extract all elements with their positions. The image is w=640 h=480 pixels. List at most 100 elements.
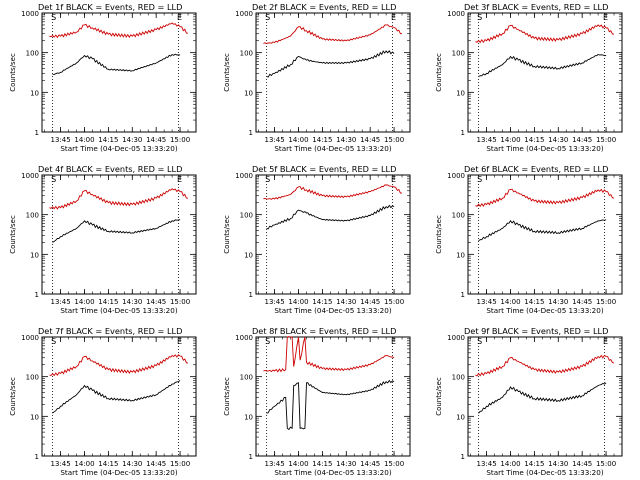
x-tick-label: 14:45 [572,460,592,468]
plot-frame [255,336,411,457]
y-tick-label: 10 [244,413,253,421]
start-marker-label: S [51,337,56,346]
chart-panel-2: Det 2f BLACK = Events, RED = LLD 1 10 100 10… [223,2,411,153]
y-axis-label: Counts/sec [223,215,231,254]
end-marker-label: E [177,175,182,184]
series-line-events [52,380,181,414]
y-tick-label: 10 [30,413,39,421]
series-line-events [52,53,181,76]
chart-panel-8: Det 8f BLACK = Events, RED = LLD 1 10 100 10… [223,326,411,477]
series-line-events [478,219,607,242]
start-marker-label: S [477,175,482,184]
series-line-lld [263,24,402,45]
x-axis-label: Start Time (04-Dec-05 13:33:20) [274,306,391,315]
chart-panel-5: Det 5f BLACK = Events, RED = LLD 1 10 100 10… [223,164,411,315]
x-tick-label: 15:00 [170,298,190,306]
x-axis-label: Start Time (04-Dec-05 13:33:20) [60,468,177,477]
x-tick-label: 14:15 [98,298,118,306]
chart-panel-3: Det 3f BLACK = Events, RED = LLD 1 10 100 10… [435,2,623,153]
chart-title: Det 1f BLACK = Events, RED = LLD [38,2,182,12]
y-axis-label: Counts/sec [9,377,17,416]
x-tick-label: 14:00 [288,136,308,144]
y-tick-label: 1000 [447,334,465,342]
x-axis-label: Start Time (04-Dec-05 13:33:20) [60,306,177,315]
y-tick-label: 10 [456,413,465,421]
x-tick-label: 13:45 [264,298,284,306]
end-marker-label: E [603,13,608,22]
y-tick-label: 10 [456,89,465,97]
x-axis-label: Start Time (04-Dec-05 13:33:20) [486,306,603,315]
x-tick-label: 14:30 [336,460,356,468]
x-tick-label: 14:15 [312,298,332,306]
x-tick-label: 14:30 [336,298,356,306]
plot-frame [41,336,197,457]
y-tick-label: 1000 [235,172,253,180]
chart-panel-4: Det 4f BLACK = Events, RED = LLD 1 10 100 10… [9,164,197,315]
x-tick-label: 14:00 [500,460,520,468]
chart-panel-1: Det 1f BLACK = Events, RED = LLD 1 10 100 10… [9,2,197,153]
x-tick-label: 14:45 [146,460,166,468]
y-tick-label: 10 [456,251,465,259]
x-tick-label: 14:00 [74,460,94,468]
y-tick-label: 100 [452,50,465,58]
y-tick-label: 1000 [21,334,39,342]
end-marker-label: E [177,13,182,22]
y-tick-label: 1000 [235,334,253,342]
y-axis-label: Counts/sec [435,377,443,416]
series-line-events [266,204,395,230]
y-tick-label: 1 [35,291,39,299]
series-line-events [266,49,395,78]
series-line-lld [49,188,189,210]
chart-title: Det 5f BLACK = Events, RED = LLD [252,164,396,174]
plot-frame [467,336,623,457]
y-tick-label: 1 [249,291,253,299]
y-tick-label: 1000 [21,172,39,180]
y-tick-label: 1 [35,129,39,137]
x-tick-label: 14:30 [336,136,356,144]
series-line-lld [263,184,402,200]
y-tick-label: 100 [452,374,465,382]
y-axis-label: Counts/sec [435,53,443,92]
x-tick-label: 15:00 [384,460,404,468]
x-tick-label: 15:00 [596,460,616,468]
y-axis-label: Counts/sec [9,215,17,254]
x-tick-label: 13:45 [476,298,496,306]
x-tick-label: 14:30 [122,136,142,144]
x-axis-label: Start Time (04-Dec-05 13:33:20) [486,468,603,477]
x-tick-label: 14:45 [572,136,592,144]
x-axis-label: Start Time (04-Dec-05 13:33:20) [60,144,177,153]
start-marker-label: S [51,13,56,22]
x-tick-label: 14:15 [98,136,118,144]
y-tick-label: 1 [249,453,253,461]
x-tick-label: 14:00 [500,298,520,306]
x-tick-label: 14:00 [288,460,308,468]
start-marker-label: S [265,337,270,346]
y-tick-label: 100 [26,212,39,220]
series-line-events [478,53,607,77]
x-tick-label: 15:00 [596,136,616,144]
y-tick-label: 100 [26,374,39,382]
y-axis-label: Counts/sec [9,53,17,92]
series-line-lld [475,24,615,44]
y-tick-label: 1 [461,291,465,299]
x-tick-label: 14:45 [146,136,166,144]
end-marker-label: E [391,337,396,346]
x-tick-label: 14:15 [524,298,544,306]
y-tick-label: 10 [30,251,39,259]
y-tick-label: 10 [30,89,39,97]
plot-frame [41,174,197,295]
x-tick-label: 14:15 [524,460,544,468]
y-tick-label: 1 [461,453,465,461]
chart-panel-7: Det 7f BLACK = Events, RED = LLD 1 10 100 10… [9,326,197,477]
y-axis-label: Counts/sec [223,53,231,92]
x-tick-label: 13:45 [264,460,284,468]
y-tick-label: 100 [452,212,465,220]
series-line-lld [49,354,189,377]
start-marker-label: S [265,13,270,22]
series-line-events [266,379,395,431]
x-tick-label: 14:15 [524,136,544,144]
x-tick-label: 13:45 [50,460,70,468]
chart-title: Det 2f BLACK = Events, RED = LLD [252,2,396,12]
x-tick-label: 14:00 [500,136,520,144]
y-tick-label: 1 [35,453,39,461]
